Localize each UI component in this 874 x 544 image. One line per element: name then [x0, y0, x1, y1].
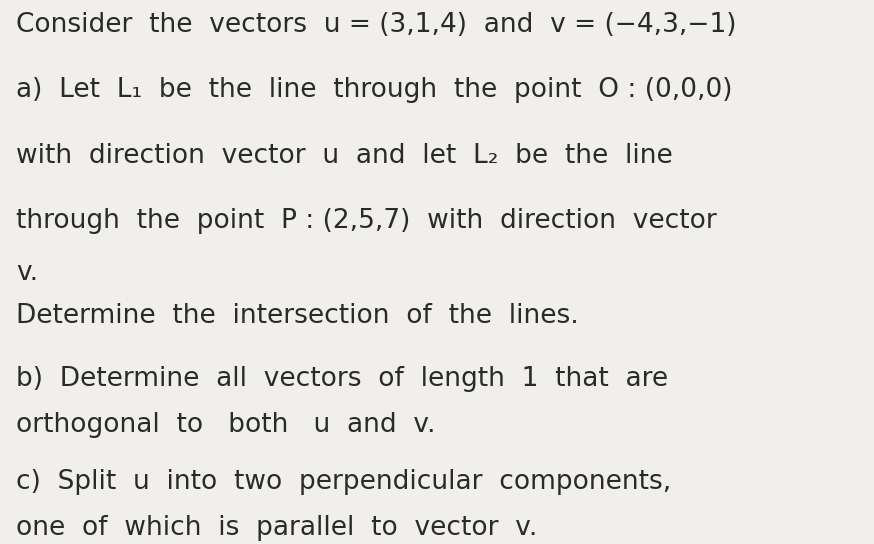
Text: through  the  point  P : (2,5,7)  with  direction  vector: through the point P : (2,5,7) with direc…: [16, 208, 717, 234]
Text: orthogonal  to   both   u  and  v.: orthogonal to both u and v.: [16, 412, 435, 438]
Text: a)  Let  L₁  be  the  line  through  the  point  O : (0,0,0): a) Let L₁ be the line through the point …: [16, 77, 732, 103]
Text: Consider  the  vectors  u = (3,1,4)  and  v = (−4,3,−1): Consider the vectors u = (3,1,4) and v =…: [16, 12, 736, 38]
Text: with  direction  vector  u  and  let  L₂  be  the  line: with direction vector u and let L₂ be th…: [16, 143, 672, 169]
Text: v.: v.: [16, 259, 38, 286]
Text: c)  Split  u  into  two  perpendicular  components,: c) Split u into two perpendicular compon…: [16, 469, 671, 495]
Text: one  of  which  is  parallel  to  vector  v.: one of which is parallel to vector v.: [16, 515, 538, 541]
Text: Determine  the  intersection  of  the  lines.: Determine the intersection of the lines.: [16, 303, 579, 329]
Text: b)  Determine  all  vectors  of  length  1  that  are: b) Determine all vectors of length 1 tha…: [16, 366, 668, 392]
